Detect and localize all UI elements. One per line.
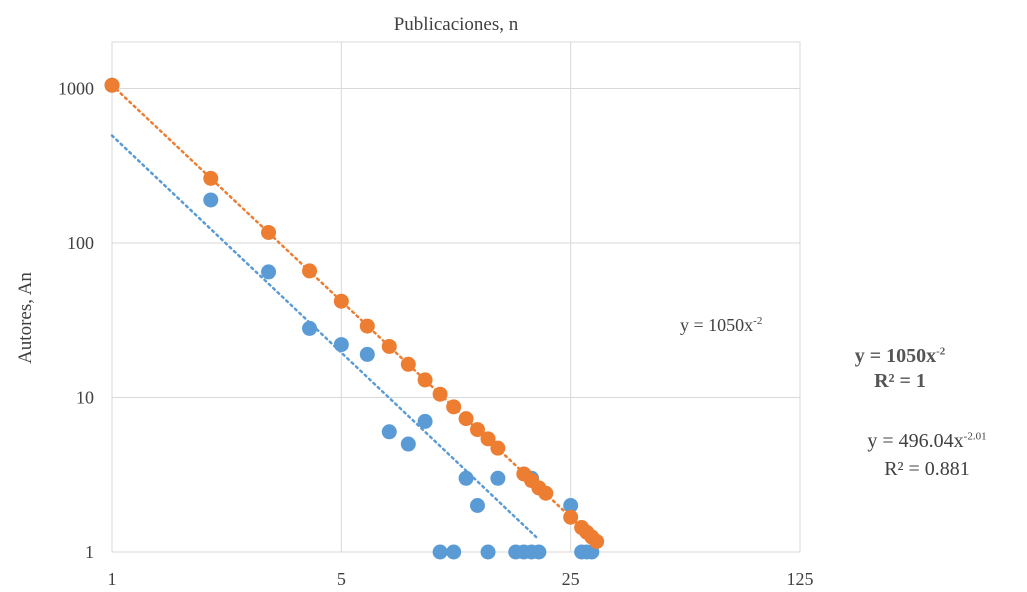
plot-area-border — [111, 41, 801, 553]
blue-trend-r2: R² = 0.881 — [884, 458, 970, 480]
trendline-equation-inside-plot: y = 1050x-2 — [680, 315, 762, 336]
y-axis-label: Autores, An — [15, 272, 36, 364]
blue-data-point — [333, 337, 349, 353]
blue-data-point — [203, 192, 219, 208]
blue-data-point — [261, 264, 277, 280]
orange-data-point — [400, 356, 416, 372]
blue-data-point — [469, 497, 485, 513]
orange-trend-equation: y = 1050x-2 — [845, 345, 955, 368]
orange-data-point — [458, 411, 474, 427]
chart-title: Publicaciones, n — [393, 14, 519, 35]
blue-data-point — [458, 470, 474, 486]
blue-data-point — [563, 497, 579, 513]
blue-equation-exponent: -2.01 — [963, 430, 987, 443]
blue-data-point — [446, 544, 462, 560]
equation-text: y = 1050x — [680, 315, 754, 335]
orange-data-point — [563, 509, 579, 525]
x-tick-label: 125 — [787, 569, 814, 589]
blue-data-point — [381, 424, 397, 440]
x-tick-label: 5 — [337, 569, 346, 589]
blue-data-point — [359, 346, 375, 362]
orange-data-point — [417, 372, 433, 388]
blue-data-point — [432, 544, 448, 560]
y-tick-label: 1 — [85, 542, 94, 562]
orange-data-point — [538, 485, 554, 501]
orange-data-point — [302, 263, 318, 279]
blue-trendline — [110, 134, 541, 541]
orange-data-point — [261, 224, 277, 240]
y-tick-label: 1000 — [58, 79, 94, 99]
orange-data-point — [203, 170, 219, 186]
orange-equation-exponent: -2 — [936, 345, 946, 358]
orange-data-point — [490, 440, 506, 456]
orange-equation-text: y = 1050x — [854, 345, 937, 367]
orange-data-point — [333, 293, 349, 309]
blue-data-point — [302, 320, 318, 336]
x-tick-label: 25 — [562, 569, 580, 589]
blue-trend-equation: y = 496.04x-2.01 — [832, 430, 1022, 453]
orange-data-point — [446, 399, 462, 415]
blue-data-point — [480, 544, 496, 560]
y-tick-label: 10 — [76, 388, 94, 408]
orange-data-point — [104, 77, 120, 93]
orange-data-point — [381, 338, 397, 354]
orange-data-point — [359, 318, 375, 334]
orange-trendline — [110, 83, 598, 543]
blue-data-point — [417, 413, 433, 429]
orange-data-point — [589, 533, 605, 549]
orange-trend-r2: R² = 1 — [874, 370, 926, 392]
y-tick-label: 100 — [67, 233, 94, 253]
blue-data-point — [490, 470, 506, 486]
equation-exponent: -2 — [753, 315, 763, 327]
x-tick-label: 1 — [108, 569, 117, 589]
blue-data-point — [400, 436, 416, 452]
orange-data-point — [432, 386, 448, 402]
orange-data-point — [469, 422, 485, 438]
blue-equation-text: y = 496.04x — [867, 430, 964, 452]
blue-data-point — [531, 544, 547, 560]
orange-data-point — [480, 431, 496, 447]
